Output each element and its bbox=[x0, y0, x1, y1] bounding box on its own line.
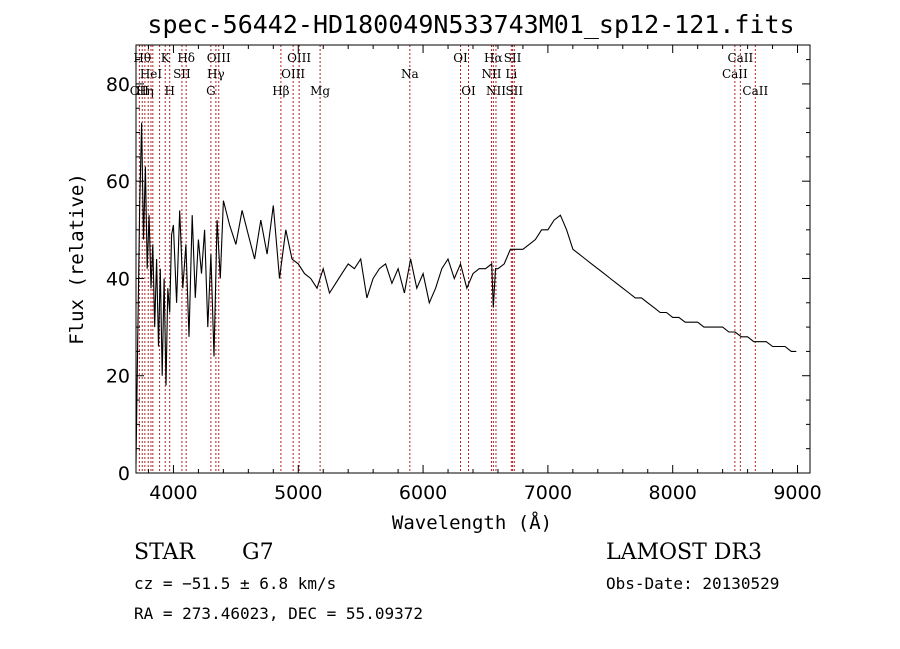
y-axis-ticks: 0 20 40 60 80 bbox=[106, 59, 810, 485]
line-label-28: CaII bbox=[727, 51, 753, 65]
line-label-12: Hγ bbox=[207, 67, 225, 81]
line-label-26: SII bbox=[505, 84, 523, 98]
x-tick-label-4: 8000 bbox=[649, 482, 697, 504]
x-axis-label: Wavelength (Å) bbox=[392, 511, 552, 534]
redshift-value: cz = −51.5 ± 6.8 km/s bbox=[134, 574, 336, 593]
x-tick-label-5: 9000 bbox=[773, 482, 821, 504]
object-class: STAR bbox=[134, 540, 196, 565]
line-label-17: Mg bbox=[310, 84, 330, 98]
line-label-8: H bbox=[164, 84, 174, 98]
line-label-11: G bbox=[206, 84, 216, 98]
x-tick-label-3: 7000 bbox=[524, 482, 572, 504]
y-tick-label-3: 60 bbox=[106, 171, 130, 193]
y-tick-label-2: 40 bbox=[106, 268, 130, 290]
line-label-16: OIII bbox=[287, 51, 311, 65]
spectral-line-markers bbox=[138, 45, 756, 473]
observation-date: Obs-Date: 20130529 bbox=[606, 574, 779, 593]
line-label-20: OI bbox=[461, 84, 476, 98]
line-label-4: HeI bbox=[140, 67, 163, 81]
line-label-2: Hη bbox=[136, 84, 154, 98]
line-label-7: K bbox=[161, 51, 171, 65]
line-label-23: NII bbox=[486, 84, 506, 98]
y-tick-label-0: 0 bbox=[118, 463, 130, 485]
plot-frame bbox=[135, 44, 811, 474]
x-tick-label-1: 5000 bbox=[274, 482, 322, 504]
line-label-24: Li bbox=[505, 67, 517, 81]
object-subclass: G7 bbox=[242, 540, 274, 565]
x-tick-label-0: 4000 bbox=[149, 482, 197, 504]
x-axis-ticks: 4000 5000 6000 7000 8000 9000 bbox=[147, 45, 822, 504]
line-label-27: CaII bbox=[722, 67, 748, 81]
sky-coordinates: RA = 273.46023, DEC = 55.09372 bbox=[134, 604, 423, 623]
line-label-0: OII bbox=[130, 84, 150, 98]
line-label-18: Na bbox=[401, 67, 419, 81]
line-label-25: SII bbox=[504, 51, 522, 65]
line-label-1: Hθ bbox=[133, 51, 151, 65]
x-tick-label-2: 6000 bbox=[399, 482, 447, 504]
line-label-29: CaII bbox=[742, 84, 768, 98]
y-axis-label: Flux (relative) bbox=[66, 173, 88, 345]
line-label-14: Hβ bbox=[272, 84, 289, 98]
y-tick-label-4: 80 bbox=[106, 74, 130, 96]
chart-title: spec-56442-HD180049N533743M01_sp12-121.f… bbox=[147, 10, 794, 39]
line-label-21: NII bbox=[481, 67, 501, 81]
line-label-22: Hα bbox=[484, 51, 503, 65]
line-label-9: SII bbox=[173, 67, 191, 81]
survey-name: LAMOST DR3 bbox=[606, 540, 762, 565]
line-label-19: OI bbox=[453, 51, 468, 65]
y-tick-label-1: 20 bbox=[106, 366, 130, 388]
line-label-13: OIII bbox=[207, 51, 231, 65]
line-label-10: Hδ bbox=[177, 51, 195, 65]
flux-series-line bbox=[135, 122, 797, 464]
spectral-line-labels: OII Hθ Hη HeI K H SII Hδ G Hγ OIII Hβ OIII OIII Mg Na OI… bbox=[130, 51, 769, 98]
line-label-15: OIII bbox=[281, 67, 305, 81]
